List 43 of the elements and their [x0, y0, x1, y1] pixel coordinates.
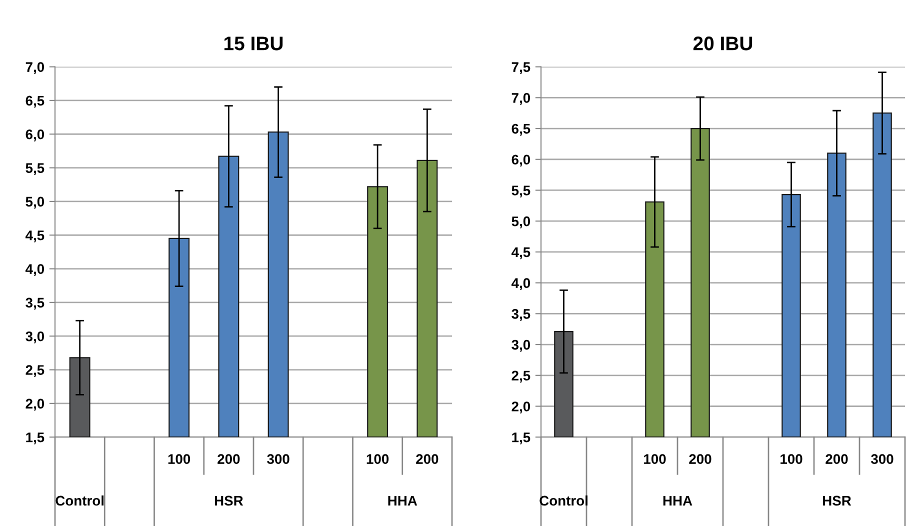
text: HHA	[388, 496, 418, 506]
y-tick-label: 6,5	[512, 124, 530, 136]
text: Control	[56, 495, 104, 506]
y-tick-label: 4,5	[25, 230, 44, 242]
y-tick-label: 2,5	[26, 365, 44, 377]
y-tick-label: 7,5	[512, 62, 530, 74]
y-tick-label: 7,0	[26, 62, 44, 74]
x-tick-label: 300	[267, 454, 290, 464]
y-tick-label: 7,0	[512, 92, 530, 105]
y-tick-label: 6,5	[26, 96, 44, 108]
x-tick-label: 200	[826, 454, 848, 464]
y-tick-label: 1,5	[512, 432, 530, 444]
x-tick-label: 100	[168, 454, 190, 464]
y-tick-label: 1,5	[26, 432, 44, 444]
y-tick-label: 2,5	[512, 370, 530, 383]
text: HSR	[823, 496, 852, 506]
y-tick-label: 3,5	[26, 298, 44, 310]
x-tick-label: 300	[870, 454, 894, 464]
chart-title: 15 IBU	[224, 36, 283, 50]
chart-title: 20 IBU	[693, 36, 752, 50]
x-tick-label: 200	[689, 454, 712, 464]
y-tick-label: 4,0	[511, 278, 530, 290]
y-tick-label: 3,0	[512, 340, 530, 352]
y-tick-label: 6,0	[512, 154, 530, 167]
text: HSR	[214, 496, 244, 506]
y-tick-label: 5,0	[512, 216, 530, 228]
y-tick-label: 6,0	[26, 129, 44, 142]
y-tick-label: 2,0	[512, 402, 530, 414]
y-tick-label: 5,5	[26, 163, 44, 175]
x-tick-label: 200	[416, 454, 438, 464]
y-tick-label: 5,0	[26, 196, 44, 209]
y-tick-label: 4,5	[511, 247, 530, 260]
y-tick-label: 4,0	[25, 264, 44, 276]
x-tick-label: 200	[218, 454, 240, 464]
x-tick-label: 100	[366, 454, 389, 464]
x-tick-label: 100	[780, 454, 802, 464]
y-tick-label: 2,0	[26, 398, 44, 411]
y-tick-label: 5,5	[512, 186, 530, 198]
text: HHA	[663, 496, 692, 506]
x-tick-label: 100	[644, 454, 666, 464]
text: Control	[540, 495, 588, 506]
y-tick-label: 3,0	[26, 331, 44, 344]
y-tick-label: 3,5	[512, 309, 530, 321]
